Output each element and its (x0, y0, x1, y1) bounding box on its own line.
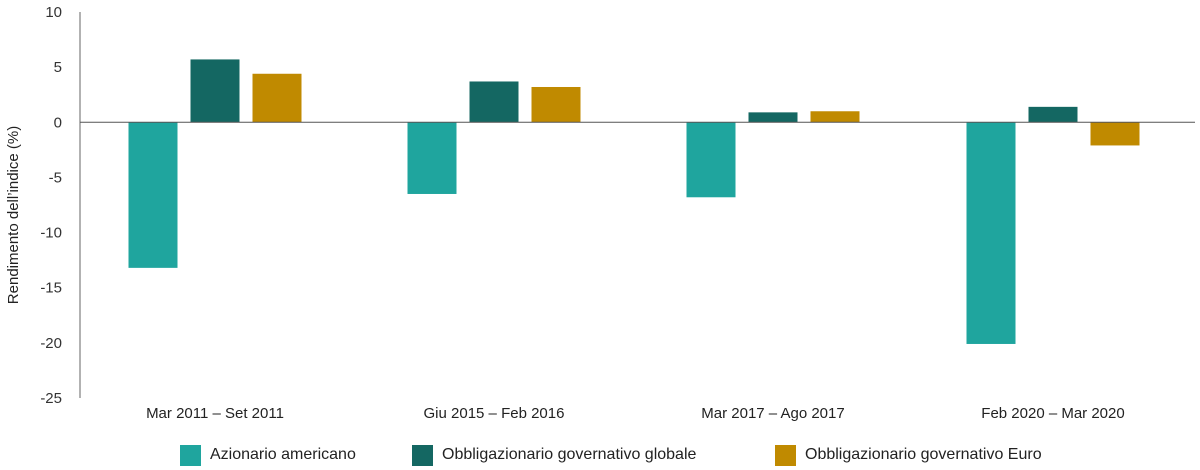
y-tick-label: 0 (54, 114, 62, 131)
y-tick-label: -15 (40, 280, 62, 297)
y-tick-label: -10 (40, 225, 62, 242)
y-tick-label: -25 (40, 390, 62, 407)
x-category-label: Mar 2011 – Set 2011 (146, 405, 284, 422)
bar (252, 73, 302, 123)
bar (190, 59, 240, 123)
bar (1028, 106, 1078, 123)
bar (407, 122, 457, 194)
bar-chart: 10 5 0 -5 -10 -15 -20 -25 Mar 2011 – Set 2011 Gi… (5, 4, 1195, 422)
y-tick-label: -5 (49, 169, 62, 186)
y-tick-label: 5 (54, 59, 62, 76)
legend-item: Obbligazionario governativo Euro (775, 440, 1042, 470)
x-category-label: Mar 2017 – Ago 2017 (701, 405, 844, 422)
legend-label: Azionario americano (210, 446, 356, 463)
y-tick-label: 10 (45, 4, 62, 21)
legend-item: Obbligazionario governativo globale (412, 440, 696, 470)
x-category-label: Feb 2020 – Mar 2020 (981, 405, 1124, 422)
bar (748, 112, 798, 123)
y-axis-title: Rendimento dell’indice (%) (5, 126, 22, 304)
x-category-label: Giu 2015 – Feb 2016 (424, 405, 565, 422)
legend-swatch (775, 444, 796, 466)
legend-swatch (180, 444, 201, 466)
y-tick-label: -20 (40, 335, 62, 352)
bars (128, 59, 1140, 344)
bar (810, 111, 860, 123)
bar (469, 81, 519, 123)
legend-swatch (412, 444, 433, 466)
bar (128, 122, 178, 268)
bar (1090, 122, 1140, 146)
bar (531, 86, 581, 123)
legend-label: Obbligazionario governativo globale (442, 446, 697, 463)
legend-label: Obbligazionario governativo Euro (805, 446, 1042, 463)
legend: Azionario americano Obbligazionario gover… (0, 440, 1200, 470)
legend-item: Azionario americano (180, 440, 356, 470)
x-axis-labels: Mar 2011 – Set 2011 Giu 2015 – Feb 2016 Ma… (146, 405, 1125, 422)
bar (686, 122, 736, 198)
bar (966, 122, 1016, 344)
y-axis: 10 5 0 -5 -10 -15 -20 -25 (40, 4, 81, 407)
